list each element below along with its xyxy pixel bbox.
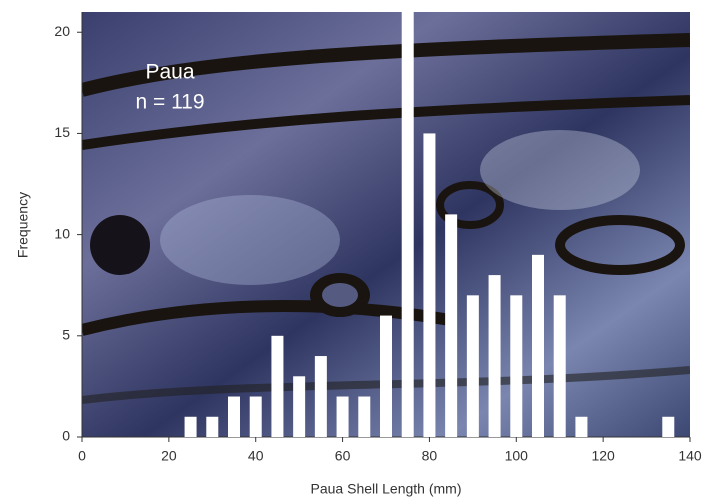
bar (445, 214, 458, 437)
bar (662, 416, 675, 437)
bar (293, 376, 306, 437)
bar (249, 396, 262, 437)
x-tick-label: 0 (78, 448, 86, 464)
x-tick-label: 100 (505, 448, 529, 464)
annotation: n = 119 (135, 91, 204, 114)
bar (314, 356, 327, 437)
bar (488, 275, 501, 437)
bar (228, 396, 240, 437)
bar (336, 396, 349, 437)
y-tick-label: 5 (62, 327, 70, 343)
y-axis-label: Frequency (15, 192, 31, 258)
annotation: Paua (145, 61, 194, 84)
x-tick-label: 80 (422, 448, 438, 464)
bar (206, 416, 219, 437)
bar (510, 295, 523, 437)
bar (184, 416, 197, 437)
bar (466, 295, 479, 437)
x-tick-label: 20 (161, 448, 177, 464)
x-tick-label: 120 (591, 448, 615, 464)
y-tick-label: 10 (54, 225, 70, 241)
x-tick-label: 60 (335, 448, 351, 464)
bar (271, 335, 284, 437)
y-tick-label: 0 (62, 428, 70, 444)
y-tick-label: 15 (54, 124, 70, 140)
bar (423, 133, 436, 437)
x-tick-label: 140 (678, 448, 702, 464)
x-axis-label: Paua Shell Length (mm) (311, 481, 462, 497)
bar (553, 295, 566, 437)
bar (380, 315, 392, 437)
bar (532, 254, 544, 437)
bar (401, 12, 414, 437)
x-tick-label: 40 (248, 448, 264, 464)
y-tick-label: 20 (54, 23, 70, 39)
bar (575, 416, 588, 437)
bar (358, 396, 371, 437)
